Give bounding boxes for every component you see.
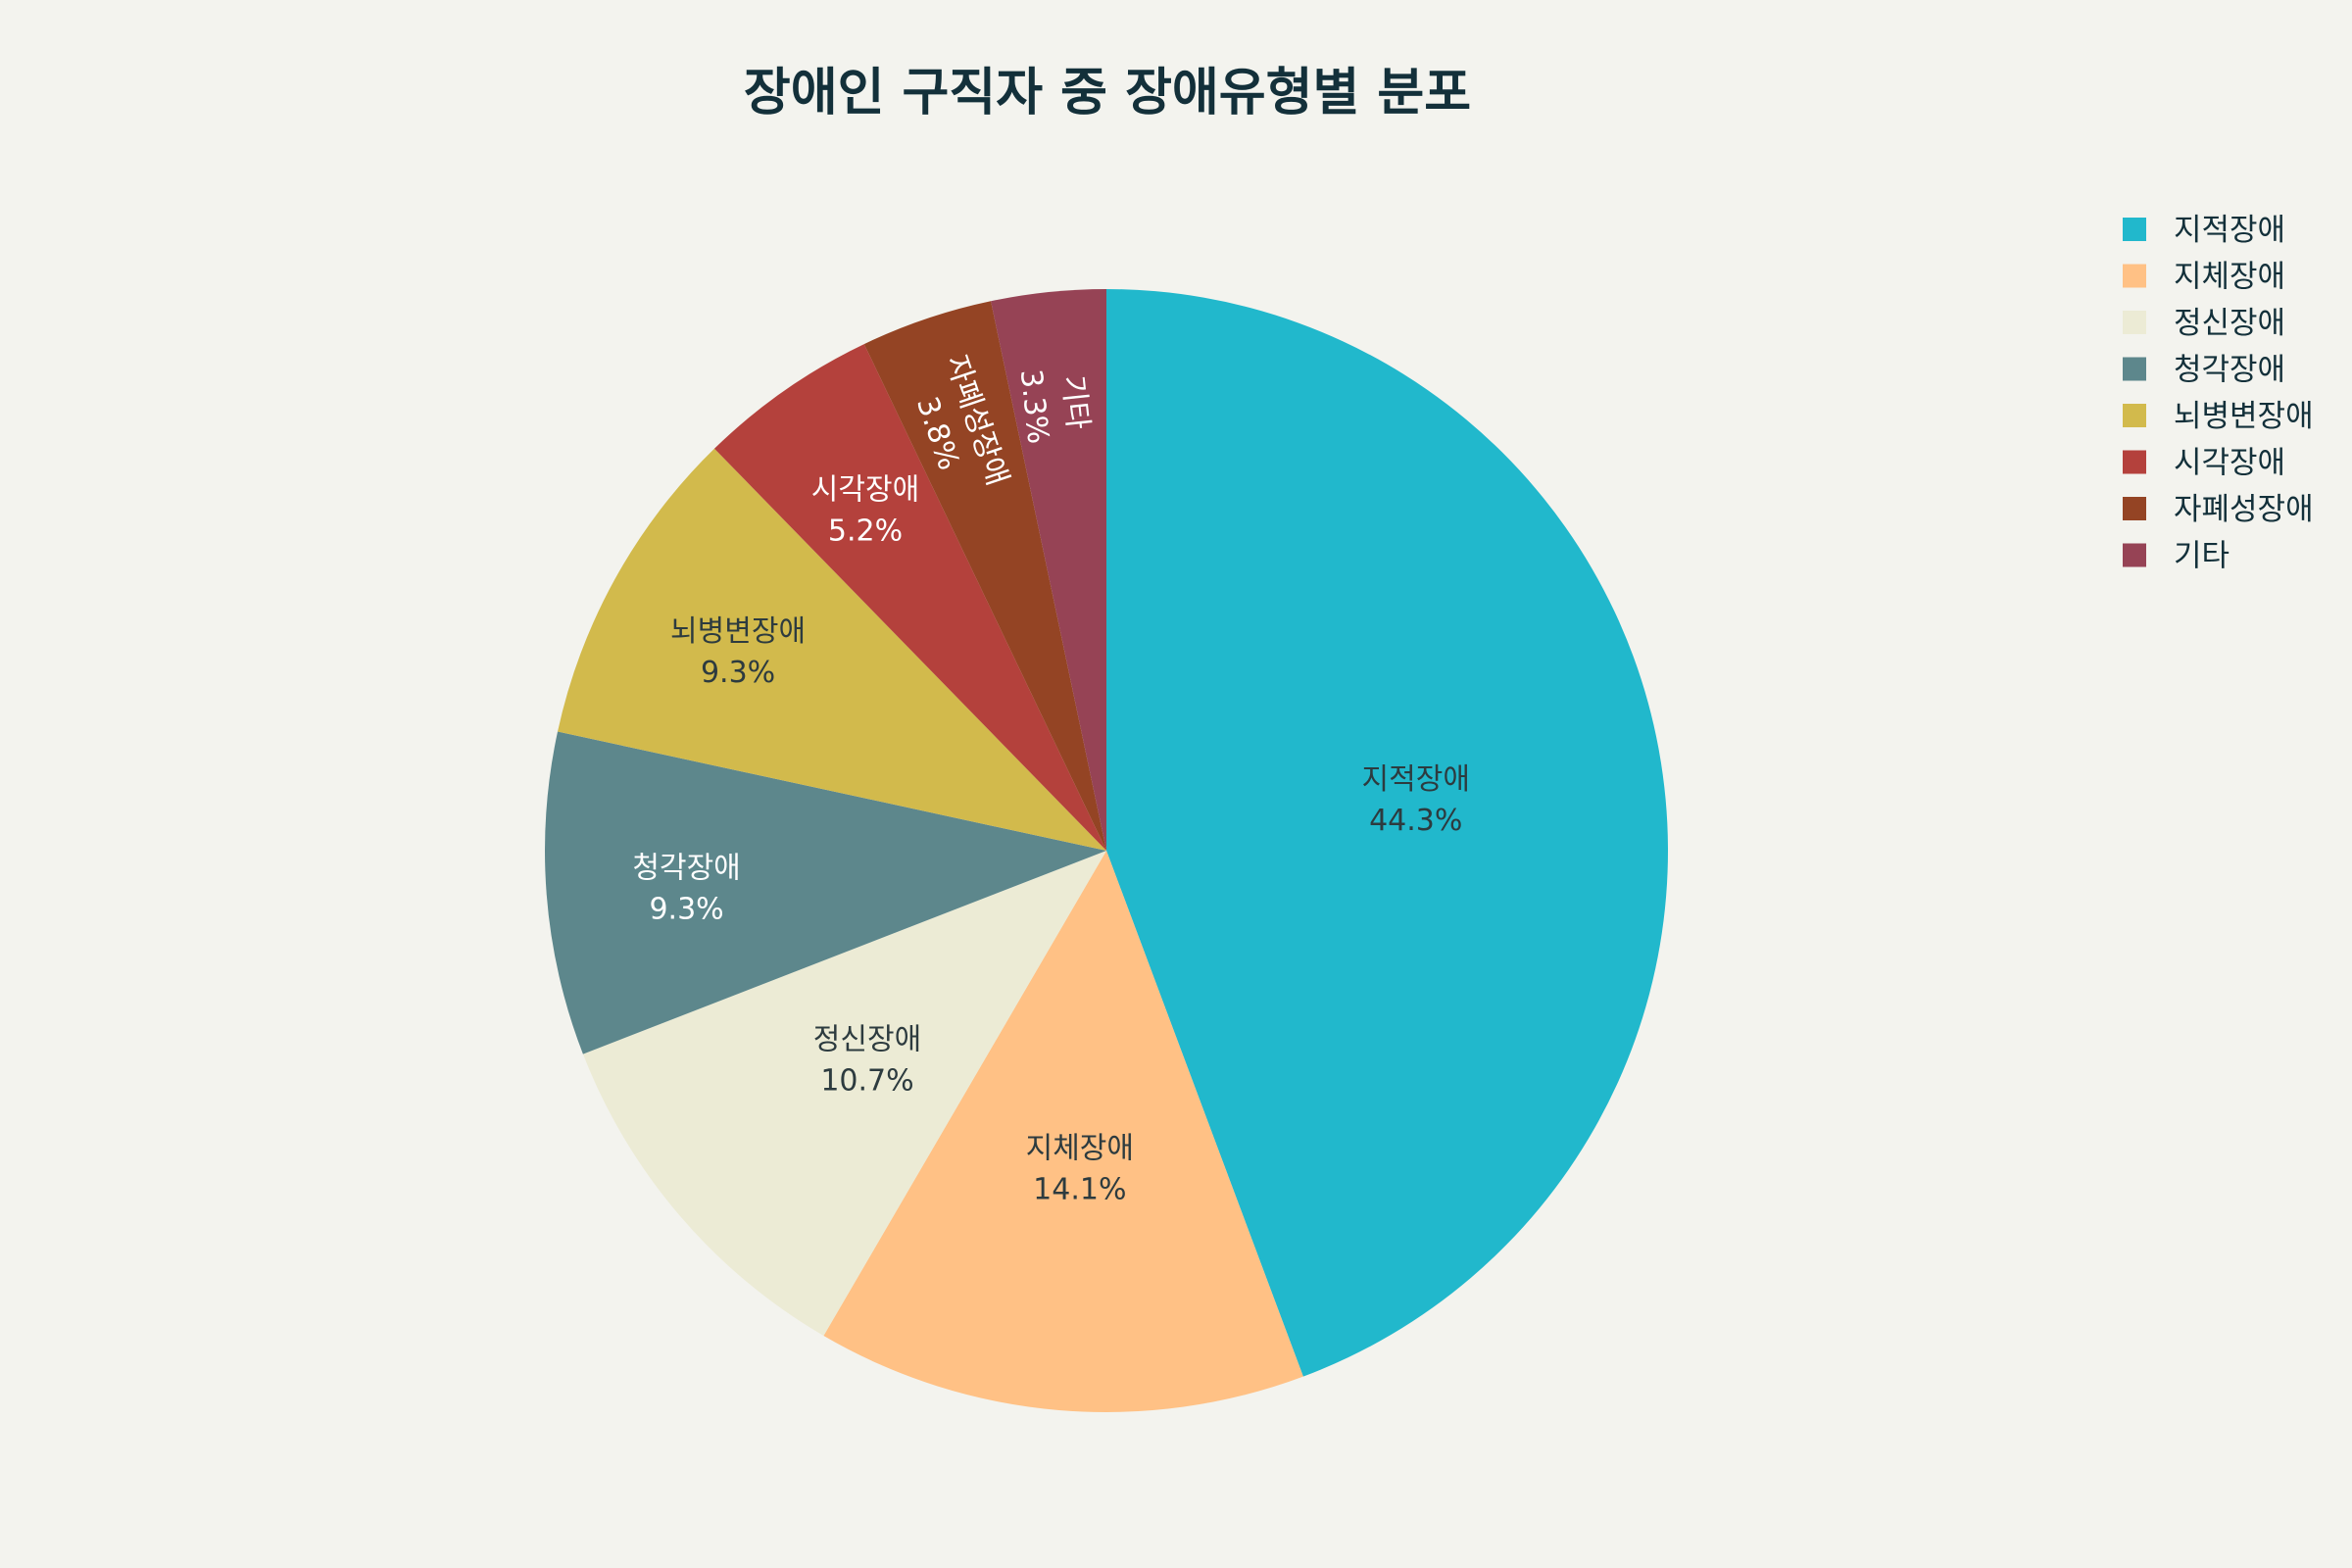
legend-label: 지체장애 bbox=[2174, 260, 2285, 295]
slice-label-value: 5.2% bbox=[828, 514, 903, 549]
slice-label-0: 지적장애 44.3% bbox=[1362, 762, 1470, 838]
slice-label-4: 뇌병변장애 9.3% bbox=[670, 614, 806, 690]
pie-slice-6 bbox=[863, 301, 1106, 851]
pie-slice-7 bbox=[991, 289, 1106, 851]
legend-item-4[interactable]: 뇌병변장애 bbox=[2123, 399, 2314, 434]
slice-label-7: 기타3.3% bbox=[1013, 368, 1096, 445]
slice-label-name: 뇌병변장애 bbox=[670, 614, 806, 649]
slice-label-name: 정신장애 bbox=[813, 1022, 921, 1056]
legend-item-2[interactable]: 정신장애 bbox=[2123, 306, 2285, 341]
legend-item-1[interactable]: 지체장애 bbox=[2123, 260, 2285, 295]
slice-label-name: 청각장애 bbox=[632, 852, 740, 886]
pie-slice-4 bbox=[558, 448, 1106, 851]
legend-swatch bbox=[2123, 497, 2146, 520]
legend-label: 청각장애 bbox=[2174, 353, 2285, 388]
pie-slice-0 bbox=[1106, 289, 1669, 1377]
slice-label-name: 지적장애 bbox=[1362, 762, 1470, 797]
slice-label-1: 지체장애 14.1% bbox=[1026, 1132, 1134, 1207]
legend-swatch bbox=[2123, 450, 2146, 474]
legend-label: 뇌병변장애 bbox=[2174, 399, 2314, 434]
slice-label-value: 3.3% bbox=[1013, 368, 1055, 445]
legend-swatch bbox=[2123, 311, 2146, 334]
legend-swatch bbox=[2123, 404, 2146, 427]
slice-label-2: 정신장애 10.7% bbox=[813, 1022, 921, 1098]
slice-label-name: 지체장애 bbox=[1026, 1132, 1134, 1166]
legend-label: 기타 bbox=[2174, 539, 2230, 574]
legend-swatch bbox=[2123, 218, 2146, 241]
legend-item-0[interactable]: 지적장애 bbox=[2123, 213, 2285, 248]
pie-slice-3 bbox=[545, 731, 1106, 1054]
legend-label: 시각장애 bbox=[2174, 446, 2285, 481]
legend-swatch bbox=[2123, 543, 2146, 567]
legend-item-3[interactable]: 청각장애 bbox=[2123, 353, 2285, 388]
pie-slice-1 bbox=[823, 851, 1303, 1412]
legend-label: 지적장애 bbox=[2174, 213, 2285, 248]
pie-slice-2 bbox=[582, 851, 1106, 1337]
pie-labels: 지적장애44.3%지체장애14.1%정신장애10.7%청각장애9.3%뇌병변장애… bbox=[632, 351, 1470, 1207]
slice-label-value: 14.1% bbox=[1033, 1173, 1126, 1207]
legend-item-5[interactable]: 시각장애 bbox=[2123, 446, 2285, 481]
slice-label-name: 기타 bbox=[1055, 373, 1096, 431]
slice-label-value: 10.7% bbox=[820, 1063, 913, 1098]
pie-slice-5 bbox=[713, 344, 1106, 851]
legend-label: 정신장애 bbox=[2174, 306, 2285, 341]
slice-label-5: 시각장애 5.2% bbox=[811, 473, 919, 549]
legend-item-7[interactable]: 기타 bbox=[2123, 539, 2230, 574]
legend-swatch bbox=[2123, 264, 2146, 288]
slice-label-value: 44.3% bbox=[1369, 804, 1462, 838]
chart-title: 장애인 구직자 중 장애유형별 분포 bbox=[744, 64, 1471, 122]
slice-label-value: 9.3% bbox=[649, 893, 723, 927]
slice-label-value: 9.3% bbox=[701, 656, 775, 690]
legend-label: 자폐성장애 bbox=[2174, 492, 2314, 527]
pie-slices bbox=[545, 289, 1669, 1412]
legend-item-6[interactable]: 자폐성장애 bbox=[2123, 492, 2314, 527]
legend-swatch bbox=[2123, 357, 2146, 381]
slice-label-3: 청각장애 9.3% bbox=[632, 852, 740, 927]
slice-label-name: 시각장애 bbox=[811, 473, 919, 508]
